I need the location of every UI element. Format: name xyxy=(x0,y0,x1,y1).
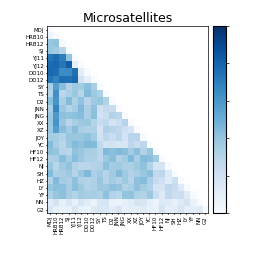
Title: Microsatellites: Microsatellites xyxy=(82,12,173,25)
